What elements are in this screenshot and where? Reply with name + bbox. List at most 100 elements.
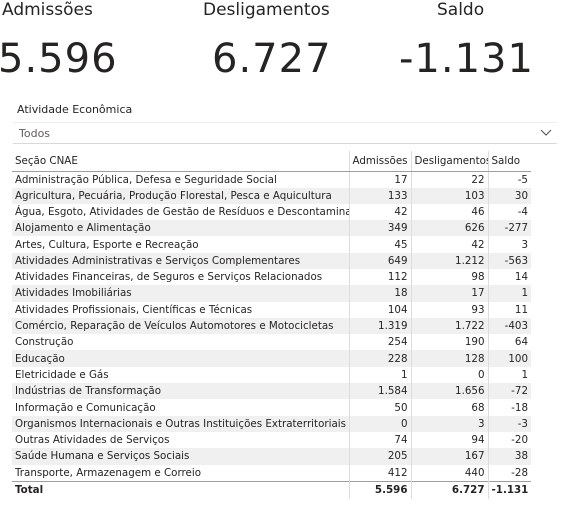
cell-secao: Agricultura, Pecuária, Produção Floresta… [12, 187, 349, 204]
cell-secao: Atividades Imobiliárias [12, 285, 349, 302]
cell-saldo: 14 [487, 268, 531, 286]
table-row[interactable]: Indústrias de Transformação 1.584 1.656 -72 [12, 383, 531, 400]
table-row[interactable]: Administração Pública, Defesa e Segurida… [12, 171, 531, 188]
column-header-admissoes[interactable]: Admissões [348, 151, 411, 172]
cell-admissoes: 254 [348, 334, 411, 351]
cell-admissoes: 0 [348, 415, 411, 432]
cell-secao: Saúde Humana e Serviços Sociais [12, 448, 349, 465]
total-desligamentos: 6.727 [410, 480, 488, 500]
column-header-saldo[interactable]: Saldo [487, 151, 531, 172]
table-row[interactable]: Água, Esgoto, Atividades de Gestão de Re… [12, 203, 531, 221]
cell-desligamentos: 3 [410, 415, 488, 432]
cell-secao: Administração Pública, Defesa e Segurida… [15, 173, 277, 186]
cell-secao: Artes, Cultura, Esporte e Recreação [15, 238, 199, 251]
cell-saldo: -18 [487, 399, 531, 416]
cell-desligamentos: 42 [410, 236, 488, 253]
chevron-down-icon[interactable] [539, 125, 553, 139]
cell-saldo: -20 [487, 431, 531, 449]
cell-secao: Eletricidade e Gás [15, 368, 109, 381]
kpi-admissoes-value: 5.596 [0, 36, 118, 82]
table-total-row: Total 5.596 6.727 -1.131 [12, 480, 531, 500]
table-row[interactable]: Organismos Internacionais e Outras Insti… [12, 415, 531, 432]
kpi-desligamentos-title: Desligamentos [203, 0, 330, 20]
cell-admissoes: 104 [348, 301, 411, 318]
cell-desligamentos: 440 [410, 464, 488, 482]
table-row[interactable]: Artes, Cultura, Esporte e Recreação 45 42 3 [12, 236, 531, 253]
cell-desligamentos: 22 [410, 171, 488, 188]
cell-desligamentos: 17 [410, 285, 488, 302]
slicer-selected-value: Todos [19, 127, 51, 140]
table-row[interactable]: Outras Atividades de Serviços 74 94 -20 [12, 431, 531, 449]
table-row[interactable]: Atividades Imobiliárias 18 17 1 [12, 285, 531, 302]
cell-admissoes: 74 [348, 431, 411, 449]
cell-secao: Construção [15, 336, 74, 349]
table-row[interactable]: Construção 254 190 64 [12, 334, 531, 351]
cell-admissoes: 1 [348, 366, 411, 384]
cell-admissoes: 205 [348, 448, 411, 465]
table-row[interactable]: Transporte, Armazenagem e Correio 412 440-… [12, 464, 531, 482]
cell-desligamentos: 1.722 [410, 317, 488, 335]
cell-desligamentos: 46 [410, 203, 488, 221]
cell-desligamentos: 103 [410, 187, 488, 204]
cell-admissoes: 349 [348, 220, 411, 237]
cell-saldo: -563 [487, 252, 531, 269]
cell-saldo: -72 [487, 383, 531, 400]
cell-saldo: -403 [487, 317, 531, 335]
cell-secao: Transporte, Armazenagem e Correio [15, 466, 202, 479]
cell-saldo: -5 [487, 171, 531, 188]
column-header-desligamentos[interactable]: Desligamentos [410, 151, 488, 172]
cell-secao: Educação [12, 350, 349, 367]
table-row[interactable]: Informação e Comunicação 50 68 -18 [12, 399, 531, 416]
cell-desligamentos: 167 [410, 448, 488, 465]
table-row[interactable]: Eletricidade e Gás 1 0 1 [12, 366, 531, 384]
table-row[interactable]: Atividades Financeiras, de Seguros e Ser… [12, 268, 531, 286]
cell-secao: Atividades Financeiras, de Seguros e Ser… [15, 271, 323, 284]
kpi-desligamentos-value: 6.727 [212, 36, 332, 82]
cell-saldo: -4 [487, 203, 531, 221]
table-row[interactable]: Saúde Humana e Serviços Sociais 205 167 38 [12, 448, 531, 465]
cell-secao: Comércio, Reparação de Veículos Automoto… [12, 317, 349, 335]
cell-saldo: -277 [487, 220, 531, 237]
cell-admissoes: 1.584 [348, 383, 411, 400]
table-row[interactable]: Educação 228 128 100 [12, 350, 531, 367]
total-saldo: -1.131 [487, 480, 531, 500]
cell-secao: Outras Atividades de Serviços [15, 434, 170, 447]
column-header-secao[interactable]: Seção CNAE [12, 151, 349, 172]
cell-admissoes: 112 [348, 268, 411, 286]
cell-desligamentos: 190 [410, 334, 488, 351]
table-row[interactable]: Comércio, Reparação de Veículos Automoto… [12, 317, 531, 335]
total-label: Total [12, 480, 349, 500]
cell-saldo: 38 [487, 448, 531, 465]
table-header-row: Seção CNAE Admissões Desligamentos Saldo [12, 151, 531, 172]
cell-desligamentos: 98 [410, 268, 488, 286]
cell-saldo: 3 [487, 236, 531, 253]
cell-admissoes: 42 [348, 203, 411, 221]
kpi-admissoes-title: Admissões [2, 0, 93, 20]
table-row[interactable]: Atividades Administrativas e Serviços Co… [12, 252, 531, 269]
table-row[interactable]: Agricultura, Pecuária, Produção Floresta… [12, 187, 531, 204]
atividade-economica-dropdown[interactable]: Todos [13, 122, 557, 144]
cell-desligamentos: 93 [410, 301, 488, 318]
cell-admissoes: 18 [348, 285, 411, 302]
cell-admissoes: 1.319 [348, 317, 411, 335]
cell-admissoes: 45 [348, 236, 411, 253]
cell-secao: Água, Esgoto, Atividades de Gestão de Re… [15, 205, 349, 218]
cell-saldo: -28 [487, 464, 531, 482]
cell-desligamentos: 128 [410, 350, 488, 367]
kpi-saldo-title: Saldo [437, 0, 485, 20]
table-row[interactable]: Alojamento e Alimentação 349 626 -277 [12, 220, 531, 237]
slicer-title: Atividade Econômica [17, 103, 133, 116]
cell-desligamentos: 1.656 [410, 383, 488, 400]
cell-admissoes: 228 [348, 350, 411, 367]
cell-secao: Indústrias de Transformação [12, 383, 349, 400]
kpi-saldo-value: -1.131 [399, 36, 534, 82]
cell-saldo: -3 [487, 415, 531, 432]
cell-admissoes: 133 [348, 187, 411, 204]
cell-admissoes: 649 [348, 252, 411, 269]
cell-admissoes: 412 [348, 464, 411, 482]
cell-secao: Informação e Comunicação [15, 401, 156, 414]
table-row[interactable]: Atividades Profissionais, Científicas e … [12, 301, 531, 318]
cell-desligamentos: 94 [410, 431, 488, 449]
cell-desligamentos: 0 [410, 366, 488, 384]
cell-desligamentos: 68 [410, 399, 488, 416]
